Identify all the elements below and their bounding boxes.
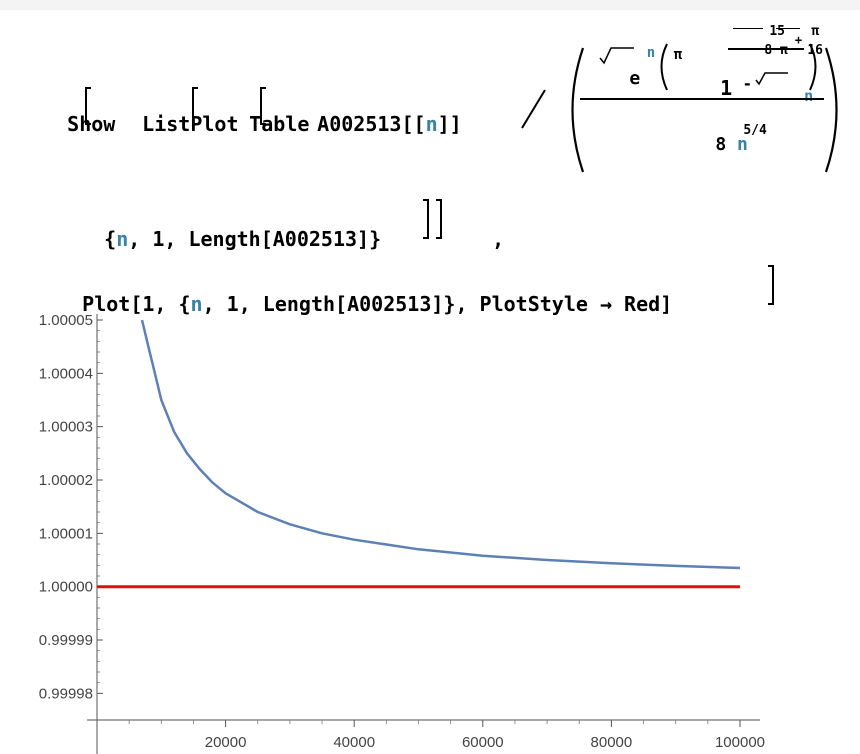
denom-var: n xyxy=(737,134,748,155)
y-tick-label: 1.00004 xyxy=(39,365,93,382)
plot-var: n xyxy=(190,292,203,316)
numerator-pi: π xyxy=(640,34,682,76)
y-tick-label: 1.00002 xyxy=(39,472,93,489)
listplot-keyword: ListPlot xyxy=(142,112,239,136)
iter-var: n xyxy=(116,227,129,251)
frac-plus: + xyxy=(766,22,802,58)
code-table: Table xyxy=(201,94,309,154)
y-tick-label: 1.00000 xyxy=(39,579,93,596)
denominator-exp: 5/4 xyxy=(712,111,767,150)
iter-rest: , 1, Length[A002513]} xyxy=(128,227,382,251)
pi-symbol: π xyxy=(673,47,683,63)
denom-exp: 5/4 xyxy=(743,123,767,138)
table-keyword: Table xyxy=(249,112,310,136)
frac-line-outer xyxy=(728,48,804,50)
numerator-minus: - xyxy=(704,60,753,108)
code-seq-index: A002513[[n]] xyxy=(269,94,462,154)
plus-sign: + xyxy=(794,33,803,47)
show-keyword: Show xyxy=(67,112,116,136)
code-line2: {n, 1, Length[A002513]} xyxy=(56,209,381,269)
code-show: Show xyxy=(19,94,115,154)
euler-e: e xyxy=(629,68,641,89)
series-ratio-line xyxy=(140,319,741,570)
denom-coef: 8 xyxy=(715,134,727,155)
x-tick-label: 20000 xyxy=(205,734,247,751)
denominator: 8 n xyxy=(672,118,748,172)
code-listplot: ListPlot xyxy=(94,94,239,154)
index-var: n xyxy=(425,112,438,136)
code-brackets xyxy=(85,43,838,305)
plot-chart: 0.99998 0.99999 1.00000 1.00001 1.00002 1.000… xyxy=(39,312,765,754)
index-open: [[ xyxy=(401,112,426,136)
main-fraction-bar xyxy=(580,98,824,100)
frac-sqrt-var: n xyxy=(804,87,814,105)
minus-sign: - xyxy=(742,74,753,93)
frac-sqrt-n: n xyxy=(768,74,813,119)
x-tick-label: 100000 xyxy=(715,734,765,751)
y-tick-label: 1.00001 xyxy=(39,525,93,542)
y-tick-label: 1.00005 xyxy=(39,312,93,329)
notebook-page: Show ListPlot Table A002513[[n]] e xyxy=(0,10,860,754)
comma-2: , xyxy=(492,227,505,251)
sqrt-var: n xyxy=(646,45,656,61)
y-tick-label: 1.00003 xyxy=(39,419,93,436)
index-close: ]] xyxy=(437,112,462,136)
frac-8pi: 8 π xyxy=(733,31,788,70)
numerator-sqrt-n: n xyxy=(613,32,655,74)
frac-line-pi xyxy=(776,28,800,29)
num-pi: π xyxy=(811,24,820,39)
code-line3: Plot[1, {n, 1, Length[A002513]}, PlotSty… xyxy=(34,274,672,334)
plot-rest: , 1, Length[A002513]}, PlotStyle → Red] xyxy=(202,292,673,316)
numerator-one: 1 xyxy=(672,58,732,118)
plot-open: Plot[1, { xyxy=(82,292,191,316)
iter-open: { xyxy=(104,227,117,251)
den-8pi: 8 π xyxy=(764,43,788,58)
frac-16: 16 xyxy=(776,31,823,70)
frac-line-15 xyxy=(733,28,763,29)
x-tick-label: 40000 xyxy=(333,734,375,751)
seq-name: A002513 xyxy=(317,112,402,136)
x-tick-label: 60000 xyxy=(462,734,504,751)
y-tick-label: 0.99998 xyxy=(39,685,93,702)
code-comma-2: , xyxy=(444,209,504,269)
den-16: 16 xyxy=(807,43,823,58)
one-digit: 1 xyxy=(720,76,733,100)
y-tick-label: 0.99999 xyxy=(39,632,93,649)
x-tick-label: 80000 xyxy=(591,734,633,751)
frac-pi: π xyxy=(780,12,819,51)
numerator-e: e xyxy=(586,52,640,106)
